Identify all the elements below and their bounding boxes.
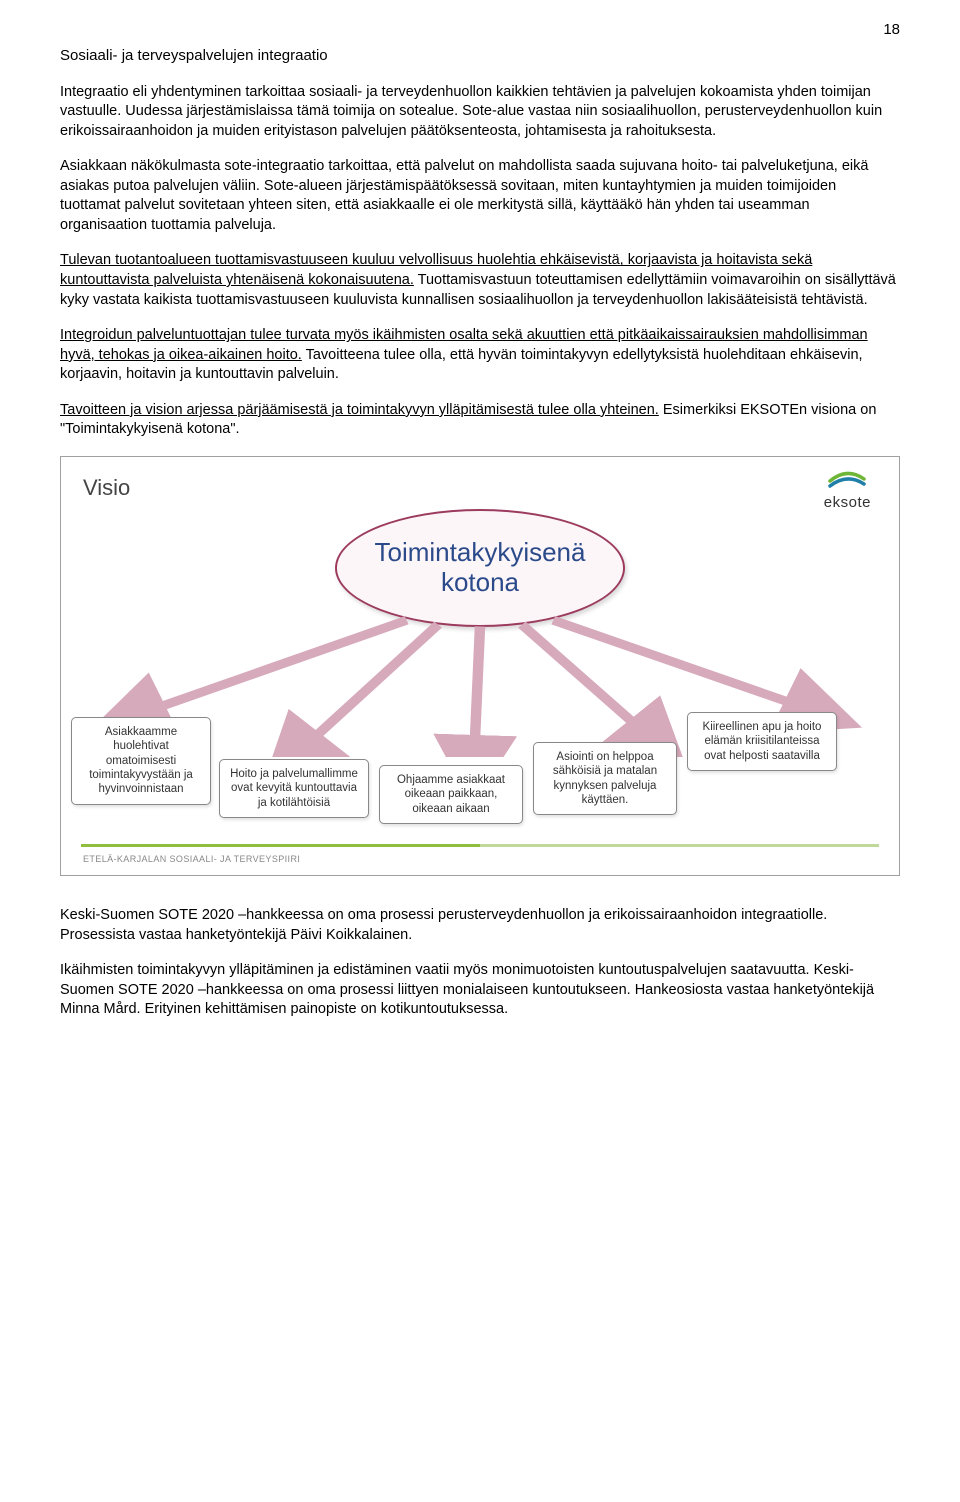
paragraph-6: Keski-Suomen SOTE 2020 –hankkeessa on om… [60, 906, 900, 945]
paragraph-3: Tulevan tuotantoalueen tuottamisvastuuse… [60, 251, 900, 310]
diagram-box-3: Asiointi on helppoa sähköisiä ja matalan… [533, 742, 677, 816]
eksote-logo: eksote [824, 471, 871, 513]
logo-text: eksote [824, 493, 871, 513]
section-title: Sosiaali- ja terveyspalvelujen integraat… [60, 46, 900, 66]
paragraph-4: Integroidun palveluntuottajan tulee turv… [60, 326, 900, 385]
vision-oval: Toimintakykyisenä kotona [335, 509, 625, 627]
paragraph-2: Asiakkaan näkökulmasta sote-integraatio … [60, 157, 900, 235]
p5-underline: Tavoitteen ja vision arjessa pärjäämises… [60, 402, 659, 418]
vision-diagram: Visio eksote Toimintakykyisenä kotona As… [60, 456, 900, 876]
diagram-footer-rule [81, 844, 879, 847]
paragraph-7: Ikäihmisten toimintakyvyn ylläpitäminen … [60, 961, 900, 1020]
logo-swoosh-icon [828, 471, 866, 491]
paragraph-5: Tavoitteen ja vision arjessa pärjäämises… [60, 401, 900, 440]
oval-text: Toimintakykyisenä kotona [337, 538, 623, 598]
diagram-box-1: Hoito ja palvelumallimme ovat kevyitä ku… [219, 759, 369, 818]
paragraph-1: Integraatio eli yhdentyminen tarkoittaa … [60, 83, 900, 142]
diagram-box-4: Kiireellinen apu ja hoito elämän kriisit… [687, 712, 837, 771]
diagram-box-2: Ohjaamme asiakkaat oikeaan paikkaan, oik… [379, 765, 523, 824]
visio-label: Visio [83, 473, 130, 503]
page-number: 18 [60, 20, 900, 40]
diagram-footer-text: ETELÄ-KARJALAN SOSIAALI- JA TERVEYSPIIRI [83, 853, 300, 865]
diagram-box-0: Asiakkaamme huolehtivat omatoimisesti to… [71, 717, 211, 805]
